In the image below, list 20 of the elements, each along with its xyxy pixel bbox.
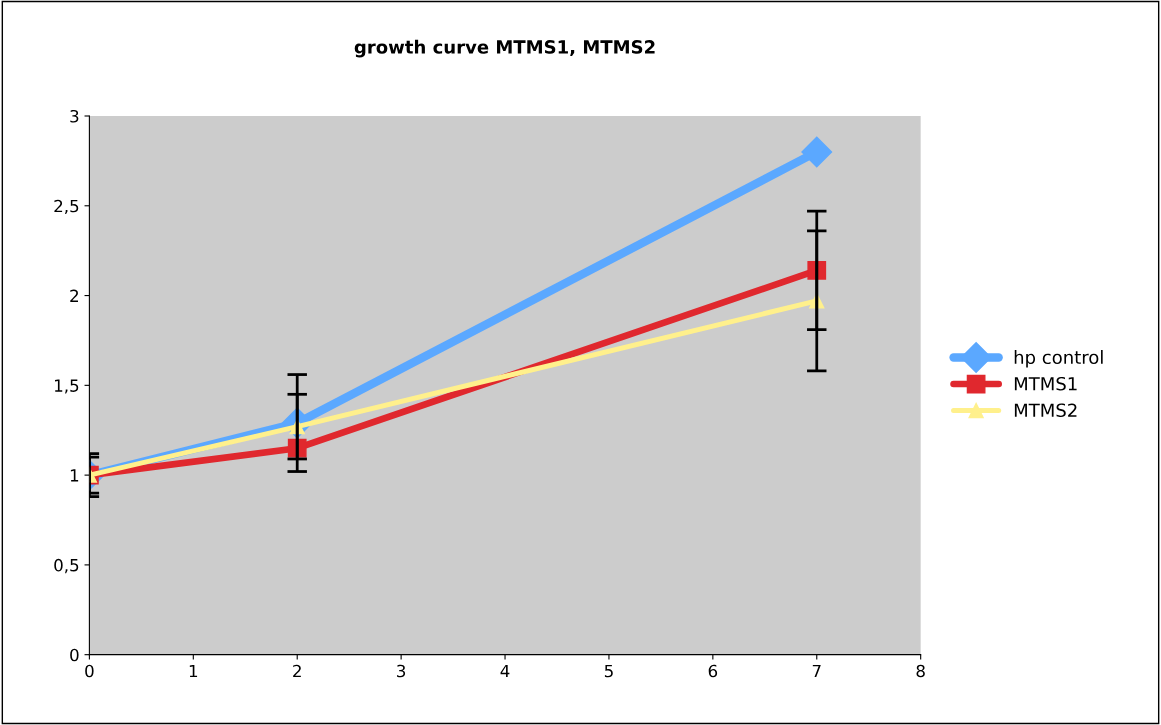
y-tick-label: 2,5 bbox=[54, 199, 79, 215]
x-tick-label: 5 bbox=[604, 664, 613, 678]
x-tick-label: 2 bbox=[293, 664, 301, 678]
chart-title: growth curve MTMS1, MTMS2 bbox=[354, 39, 655, 58]
x-tick-label: 6 bbox=[708, 664, 718, 678]
legend-label: hp control bbox=[1014, 350, 1103, 368]
legend-label: MTMS1 bbox=[1014, 376, 1077, 391]
x-tick-label: 8 bbox=[916, 664, 925, 678]
x-tick-label: 0 bbox=[85, 664, 94, 678]
x-tick-label: 3 bbox=[397, 664, 406, 678]
y-tick-label: 1,5 bbox=[55, 379, 79, 394]
y-tick-label: 2 bbox=[70, 289, 79, 302]
x-tick-label: 1 bbox=[189, 664, 198, 678]
y-tick-label: 3 bbox=[70, 109, 79, 123]
y-tick-label: 1 bbox=[70, 469, 79, 482]
legend-label: MTMS2 bbox=[1014, 403, 1077, 418]
y-tick-label: 0 bbox=[70, 648, 79, 662]
y-tick-label: 0,5 bbox=[54, 558, 79, 574]
x-tick-label: 4 bbox=[500, 664, 510, 678]
x-tick-label: 7 bbox=[812, 664, 821, 678]
